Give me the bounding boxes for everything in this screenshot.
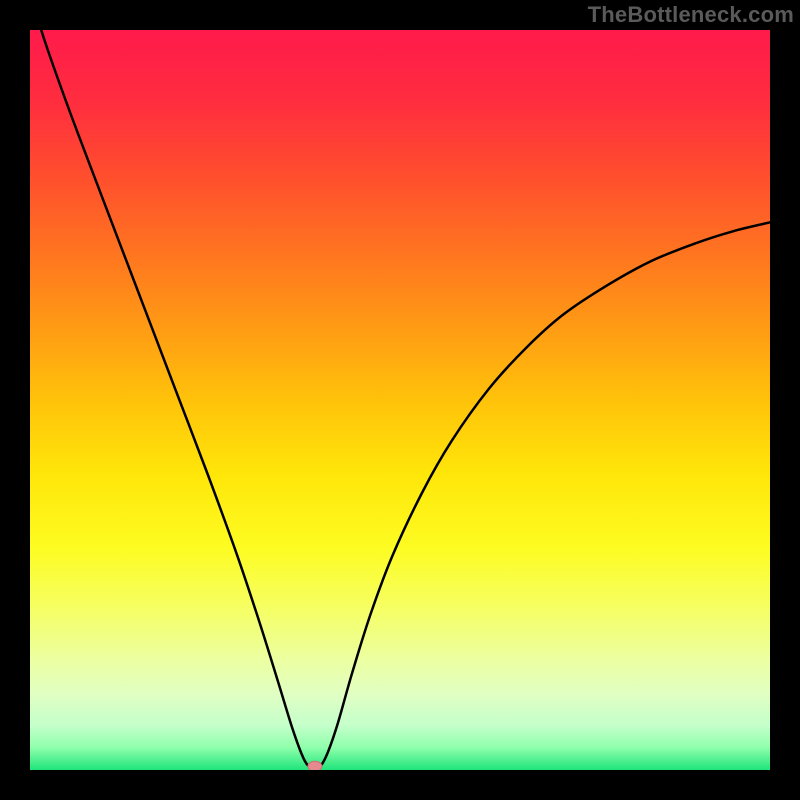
plot-background-gradient: [30, 30, 770, 770]
chart-container: TheBottleneck.com: [0, 0, 800, 800]
optimal-point-marker: [308, 761, 322, 771]
bottleneck-chart-svg: [0, 0, 800, 800]
watermark-text: TheBottleneck.com: [588, 2, 794, 28]
